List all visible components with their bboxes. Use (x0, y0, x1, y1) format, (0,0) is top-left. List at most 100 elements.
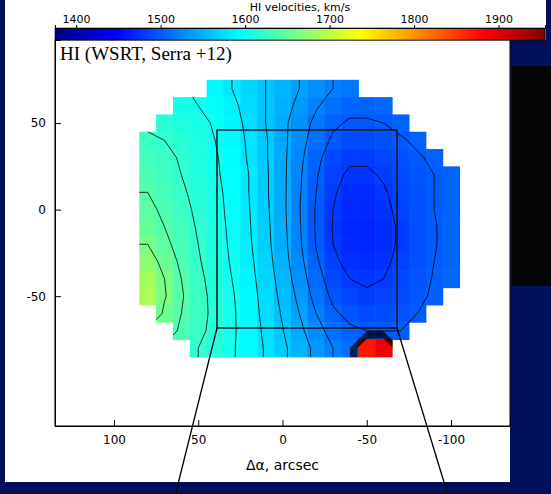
contour-line (122, 192, 411, 374)
cell (207, 236, 224, 254)
cell (308, 132, 325, 150)
cell (409, 305, 426, 323)
cell (325, 166, 342, 184)
cell (308, 201, 325, 219)
cell (257, 218, 274, 236)
cell (224, 149, 241, 167)
contours (122, 63, 476, 375)
cell (308, 149, 325, 167)
cell (139, 166, 156, 184)
zoom-box (176, 130, 447, 492)
cell (274, 149, 291, 167)
contour-line (122, 63, 415, 375)
cell (240, 218, 257, 236)
x-tick: -100 (438, 420, 465, 447)
cell (358, 166, 375, 184)
cell (240, 305, 257, 323)
cell (341, 288, 358, 306)
cell (173, 132, 190, 150)
x-axis: 100500-50-100 (56, 420, 511, 447)
cell (173, 288, 190, 306)
x-tick: -50 (357, 420, 377, 447)
cell (156, 149, 173, 167)
cell (156, 305, 173, 323)
cell (375, 149, 392, 167)
cell (443, 201, 460, 219)
cell (375, 236, 392, 254)
cell (291, 218, 308, 236)
colorbar-tick-label: 1700 (316, 13, 344, 26)
colorbar-tick: 1800 (401, 13, 429, 28)
cell (190, 184, 207, 202)
inset-image (512, 66, 551, 286)
y-axis: 500-50 (26, 41, 61, 427)
cell (190, 166, 207, 184)
cell (173, 184, 190, 202)
cell (341, 201, 358, 219)
cell (240, 97, 257, 115)
cell (224, 253, 241, 271)
cell (173, 322, 190, 340)
cell (325, 132, 342, 150)
cell (274, 80, 291, 98)
annotation: HI (WSRT, Serra +12) (60, 43, 232, 65)
cell (308, 288, 325, 306)
cell (341, 236, 358, 254)
cell (274, 132, 291, 150)
cell (274, 166, 291, 184)
cell (190, 218, 207, 236)
contour-line (122, 244, 410, 374)
cell (392, 253, 409, 271)
cell (207, 80, 224, 98)
cell (341, 218, 358, 236)
cell (291, 184, 308, 202)
x-tick-mark (198, 420, 199, 426)
cell (426, 236, 443, 254)
cell (207, 201, 224, 219)
cell (325, 218, 342, 236)
figure-background (5, 0, 510, 482)
cell (358, 149, 375, 167)
cell (207, 339, 224, 357)
cell (240, 236, 257, 254)
cell (224, 236, 241, 254)
cell (325, 253, 342, 271)
cell (375, 270, 392, 288)
plot-frame (55, 40, 510, 426)
y-tick-label: -50 (26, 290, 46, 304)
cell (358, 236, 375, 254)
cell (291, 97, 308, 115)
cell (308, 253, 325, 271)
cell (139, 288, 156, 306)
cell (139, 218, 156, 236)
cell (173, 149, 190, 167)
x-tick-label: 100 (103, 433, 126, 447)
cell (325, 322, 342, 340)
x-tick-label: -100 (438, 433, 465, 447)
cell (257, 339, 274, 357)
cell (224, 288, 241, 306)
cell (308, 97, 325, 115)
cell (156, 184, 173, 202)
cell (409, 149, 426, 167)
plot-area (122, 63, 476, 375)
cell (308, 322, 325, 340)
cell (341, 253, 358, 271)
cell (274, 305, 291, 323)
cell (207, 149, 224, 167)
cell (392, 184, 409, 202)
y-tick-mark (55, 123, 61, 124)
cell (409, 236, 426, 254)
cell (240, 339, 257, 357)
cell (257, 184, 274, 202)
cell (443, 253, 460, 271)
cell (392, 166, 409, 184)
colorbar-tick: 1500 (147, 13, 175, 28)
cell (207, 322, 224, 340)
x-tick-mark (114, 420, 115, 426)
cell (274, 236, 291, 254)
cell (341, 132, 358, 150)
x-axis-line (56, 420, 511, 427)
y-tick-label: 0 (38, 203, 46, 217)
contour-line (122, 114, 412, 374)
